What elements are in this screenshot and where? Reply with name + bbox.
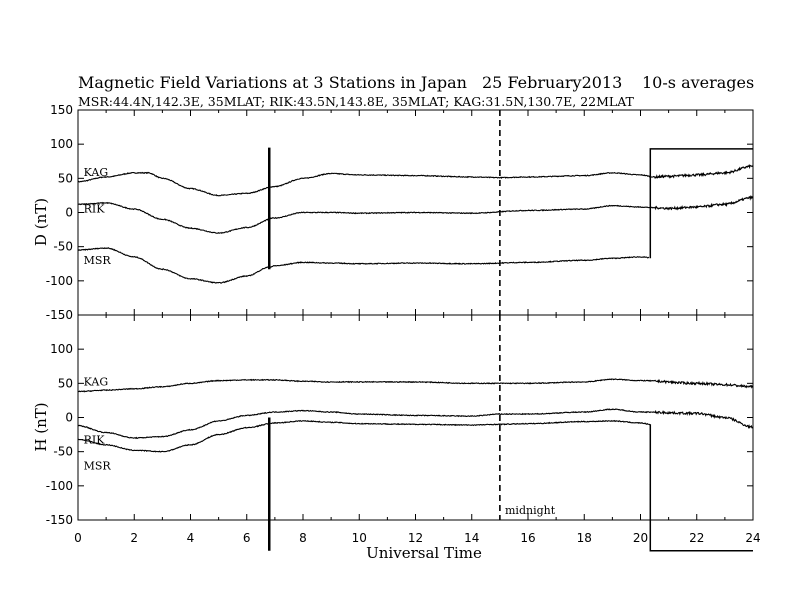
d-ytick-label: -100 bbox=[46, 274, 73, 288]
h-panel-frame bbox=[77, 314, 754, 521]
xtick-label: 18 bbox=[577, 531, 592, 545]
d-series-kag bbox=[77, 163, 754, 197]
chart-title: Magnetic Field Variations at 3 Stations … bbox=[78, 73, 467, 92]
midnight-annotation: midnight bbox=[505, 504, 556, 517]
d-label-rik: RIK bbox=[84, 202, 106, 215]
d-label-kag: KAG bbox=[84, 166, 109, 179]
d-ytick-label: 50 bbox=[58, 171, 73, 185]
h-series-msr bbox=[77, 419, 651, 453]
xtick-label: 2 bbox=[130, 531, 138, 545]
h-ytick-label: -50 bbox=[53, 445, 73, 459]
xtick-label: 8 bbox=[299, 531, 307, 545]
xtick-label: 4 bbox=[187, 531, 195, 545]
h-step-marker bbox=[649, 424, 753, 552]
d-ytick-label: -150 bbox=[46, 308, 73, 322]
h-ytick-label: 100 bbox=[50, 342, 73, 356]
chart-date: 25 February2013 bbox=[482, 73, 622, 92]
h-axis-label: H (nT) bbox=[32, 402, 50, 451]
h-series-kag bbox=[77, 378, 754, 393]
h-ytick-label: -150 bbox=[46, 513, 73, 527]
xtick-label: 12 bbox=[408, 531, 423, 545]
d-ytick-label: -50 bbox=[53, 240, 73, 254]
d-ytick-label: 100 bbox=[50, 137, 73, 151]
d-panel: 150 100 50 0 -50 -100 -150 KAG RIK MSR bbox=[46, 103, 754, 322]
h-ytick-label: 0 bbox=[65, 411, 73, 425]
d-step-marker bbox=[649, 148, 753, 259]
xtick-label: 14 bbox=[464, 531, 479, 545]
h-label-rik: RIK bbox=[84, 434, 106, 447]
h-label-kag: KAG bbox=[84, 376, 109, 389]
d-label-msr: MSR bbox=[84, 254, 112, 267]
station-info: MSR:44.4N,142.3E, 35MLAT; RIK:43.5N,143.… bbox=[78, 94, 635, 109]
d-ytick-label: 150 bbox=[50, 103, 73, 117]
xtick-label: 22 bbox=[689, 531, 704, 545]
xtick-label: 16 bbox=[520, 531, 535, 545]
h-ytick-label: 50 bbox=[58, 376, 73, 390]
h-series-rik bbox=[77, 408, 754, 440]
x-axis-label: Universal Time bbox=[366, 544, 482, 562]
xtick-label: 10 bbox=[352, 531, 367, 545]
d-ytick-label: 0 bbox=[65, 206, 73, 220]
xtick-label: 20 bbox=[633, 531, 648, 545]
d-axis-label: D (nT) bbox=[32, 198, 50, 246]
xtick-label: 24 bbox=[745, 531, 760, 545]
x-axis: 0 2 4 6 8 10 12 14 16 18 20 22 24 bbox=[74, 531, 760, 545]
chart-averaging: 10-s averages bbox=[642, 73, 754, 92]
xtick-label: 0 bbox=[74, 531, 82, 545]
d-series-rik bbox=[77, 194, 754, 234]
h-ytick-label: -100 bbox=[46, 479, 73, 493]
xtick-label: 6 bbox=[243, 531, 251, 545]
d-series-msr bbox=[77, 247, 650, 284]
h-label-msr: MSR bbox=[84, 459, 112, 472]
